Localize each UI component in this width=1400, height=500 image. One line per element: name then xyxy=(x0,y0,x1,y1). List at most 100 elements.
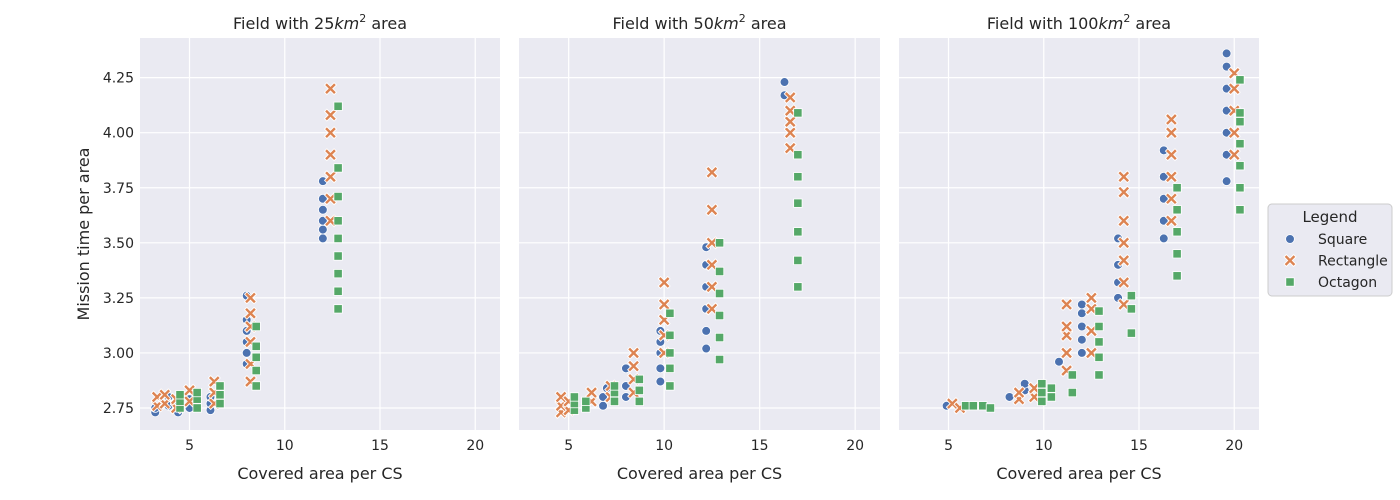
point-octagon xyxy=(665,330,675,340)
point-square xyxy=(318,233,328,244)
x-axis-label: Covered area per CS xyxy=(237,464,402,483)
legend-entry-octagon: Octagon xyxy=(1285,275,1377,291)
point-octagon xyxy=(609,381,620,391)
legend-entry-square: Square xyxy=(1285,232,1367,248)
x-tick-label: 5 xyxy=(564,438,573,454)
point-octagon xyxy=(1046,392,1056,402)
panel-title-suffix: area xyxy=(746,14,787,33)
x-axis-label: Covered area per CS xyxy=(996,464,1161,483)
point-rectangle xyxy=(245,307,256,319)
legend-marker-rectangle xyxy=(1284,255,1296,266)
panel-title-exponent: 2 xyxy=(739,12,746,25)
point-octagon xyxy=(1235,205,1245,215)
point-octagon xyxy=(251,365,261,376)
panel-title-exponent: 2 xyxy=(359,12,366,25)
point-octagon xyxy=(1172,249,1182,259)
point-octagon xyxy=(251,381,261,391)
point-square xyxy=(598,392,608,402)
point-octagon xyxy=(192,387,202,398)
point-octagon xyxy=(333,286,343,296)
point-rectangle xyxy=(586,387,597,398)
point-octagon xyxy=(1172,227,1182,237)
point-octagon xyxy=(333,191,343,202)
point-rectangle xyxy=(555,400,567,412)
point-rectangle xyxy=(1028,391,1040,403)
point-octagon xyxy=(634,374,644,384)
point-rectangle xyxy=(1086,292,1097,304)
series-octagon xyxy=(175,101,343,413)
point-octagon xyxy=(793,108,803,118)
point-octagon xyxy=(1037,387,1047,398)
point-square xyxy=(1158,215,1169,226)
panel-title-unit: km xyxy=(334,14,359,33)
point-octagon xyxy=(1067,387,1077,398)
point-square xyxy=(1221,83,1232,94)
point-octagon xyxy=(1126,291,1136,301)
point-rectangle xyxy=(1118,237,1130,249)
point-octagon xyxy=(793,255,803,266)
point-rectangle xyxy=(159,389,171,401)
y-tick-label: 4.00 xyxy=(103,126,134,142)
point-rectangle xyxy=(706,237,718,249)
point-octagon xyxy=(1126,328,1136,338)
point-square xyxy=(1158,171,1169,182)
point-octagon xyxy=(1235,108,1245,118)
panel-title-unit: km xyxy=(714,14,739,33)
point-octagon xyxy=(1094,337,1104,347)
point-rectangle xyxy=(706,281,718,293)
point-octagon xyxy=(634,385,644,395)
panel-title: Field with 100km2 area xyxy=(987,12,1171,33)
point-octagon xyxy=(985,403,996,413)
point-square xyxy=(318,215,328,226)
point-rectangle xyxy=(325,215,336,227)
point-rectangle xyxy=(784,142,796,154)
x-tick-label: 20 xyxy=(466,438,484,454)
point-rectangle xyxy=(159,398,171,409)
point-octagon xyxy=(634,396,644,406)
x-axis-label: Covered area per CS xyxy=(617,464,782,483)
point-rectangle xyxy=(784,116,796,127)
point-octagon xyxy=(1126,304,1136,314)
point-octagon xyxy=(1172,183,1182,193)
point-octagon xyxy=(961,401,971,411)
point-octagon xyxy=(569,392,579,402)
point-rectangle xyxy=(245,292,256,304)
x-tick-label: 5 xyxy=(185,438,194,454)
point-rectangle xyxy=(1228,127,1240,138)
point-octagon xyxy=(1235,75,1245,85)
point-octagon xyxy=(714,354,725,365)
panel-3: 5 10 15 20 Covered area per CS Field with 100… xyxy=(899,12,1259,483)
series-rectangle xyxy=(945,66,1241,415)
point-square xyxy=(1221,105,1232,116)
panel-title-prefix: Field with 50 xyxy=(612,14,713,33)
x-tick-label: 15 xyxy=(751,438,769,454)
series-octagon xyxy=(961,75,1245,413)
y-tick-label: 3.75 xyxy=(103,181,134,197)
point-square xyxy=(779,77,790,87)
point-octagon xyxy=(665,381,675,391)
point-octagon xyxy=(1235,117,1245,127)
panel-title-exponent: 2 xyxy=(1123,12,1130,25)
panel-title-suffix: area xyxy=(366,14,407,33)
point-octagon xyxy=(251,341,261,351)
legend-marker-square xyxy=(1285,234,1295,244)
legend-marker-octagon xyxy=(1285,277,1295,287)
point-square xyxy=(1221,127,1232,138)
point-rectangle xyxy=(555,391,567,403)
point-octagon xyxy=(714,332,725,343)
point-octagon xyxy=(1094,306,1104,316)
x-tick-label: 5 xyxy=(944,438,953,454)
point-octagon xyxy=(793,282,803,292)
point-rectangle xyxy=(1061,299,1072,310)
point-octagon xyxy=(665,363,675,373)
point-rectangle xyxy=(325,109,336,121)
point-rectangle xyxy=(1166,114,1177,125)
y-axis-label: Mission time per area xyxy=(74,148,93,321)
point-square xyxy=(598,400,608,411)
point-rectangle xyxy=(1013,387,1025,398)
point-octagon xyxy=(333,304,343,314)
point-octagon xyxy=(192,403,202,413)
point-square xyxy=(318,224,328,235)
point-rectangle xyxy=(784,92,796,103)
